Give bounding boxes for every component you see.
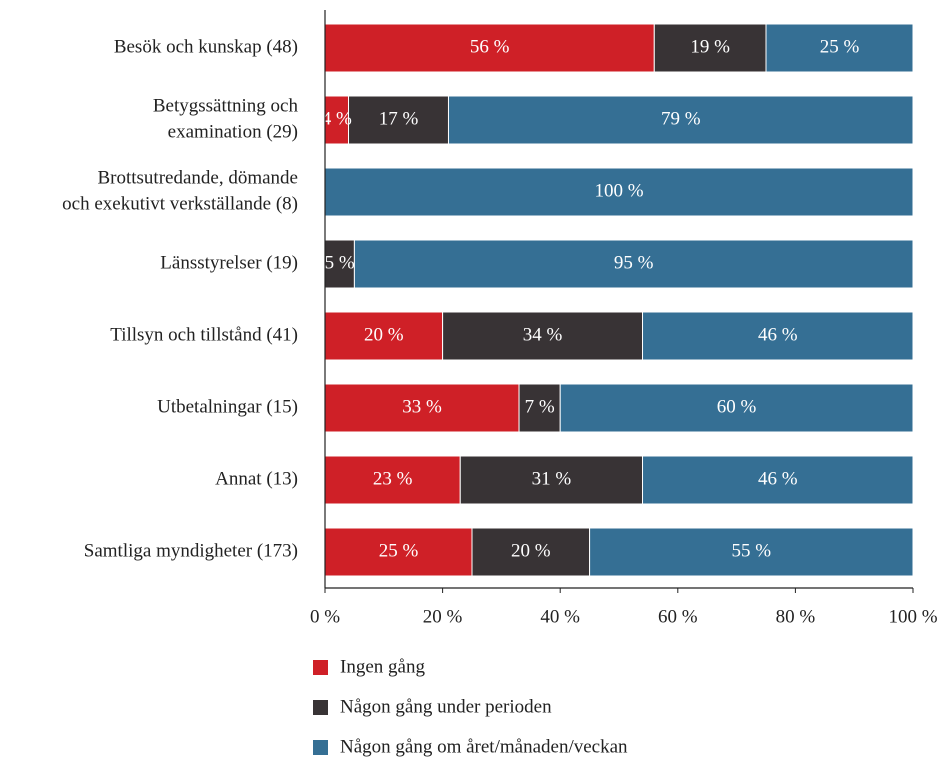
value-label: 34 % bbox=[523, 324, 563, 345]
bar-segment bbox=[324, 383, 520, 433]
category-label: Tillsyn och tillstånd (41) bbox=[110, 324, 298, 345]
value-label: 100 % bbox=[594, 180, 643, 201]
bar-segment bbox=[642, 311, 914, 361]
value-label: 25 % bbox=[820, 36, 860, 57]
value-label: 31 % bbox=[532, 468, 572, 489]
bar-segment bbox=[442, 311, 644, 361]
value-label: 23 % bbox=[373, 468, 413, 489]
x-tick-label: 20 % bbox=[423, 606, 463, 627]
category-label: Utbetalningar (15) bbox=[157, 396, 298, 417]
value-label: 33 % bbox=[402, 396, 442, 417]
bar-segment bbox=[324, 167, 914, 217]
value-label: 55 % bbox=[732, 540, 772, 561]
value-label: 46 % bbox=[758, 324, 798, 345]
value-label: 95 % bbox=[614, 252, 654, 273]
value-label: 25 % bbox=[379, 540, 419, 561]
bar-segment bbox=[471, 527, 591, 577]
category-label: Länsstyrelser (19) bbox=[160, 252, 298, 273]
value-label: 60 % bbox=[717, 396, 757, 417]
value-label: 46 % bbox=[758, 468, 798, 489]
bar-segment bbox=[324, 455, 461, 505]
bar-segment bbox=[518, 383, 561, 433]
x-tick-label: 60 % bbox=[658, 606, 698, 627]
category-label: examination (29) bbox=[168, 121, 298, 142]
bar-segment bbox=[353, 239, 914, 289]
value-label: 20 % bbox=[364, 324, 404, 345]
legend-label: Ingen gång bbox=[340, 656, 425, 677]
category-label: Annat (13) bbox=[215, 468, 298, 489]
bar-segment bbox=[348, 95, 449, 145]
value-label: 4 % bbox=[322, 108, 352, 129]
bar-segment bbox=[324, 23, 655, 73]
category-label: Betygssättning och bbox=[153, 95, 299, 116]
category-label: Samtliga myndigheter (173) bbox=[84, 540, 298, 561]
bar-segment bbox=[459, 455, 644, 505]
x-tick-label: 80 % bbox=[776, 606, 816, 627]
bar-segment bbox=[324, 527, 473, 577]
legend-label: Någon gång om året/månaden/veckan bbox=[340, 736, 628, 757]
bar-segment bbox=[559, 383, 914, 433]
legend-swatch bbox=[313, 660, 328, 675]
legend-swatch bbox=[313, 740, 328, 755]
value-label: 5 % bbox=[325, 252, 355, 273]
x-tick-label: 100 % bbox=[888, 606, 937, 627]
value-label: 17 % bbox=[379, 108, 419, 129]
bar-segment bbox=[765, 23, 914, 73]
bar-segment bbox=[589, 527, 914, 577]
value-label: 19 % bbox=[690, 36, 730, 57]
value-label: 20 % bbox=[511, 540, 551, 561]
value-label: 56 % bbox=[470, 36, 510, 57]
x-tick-label: 40 % bbox=[540, 606, 580, 627]
bar-segment bbox=[447, 95, 914, 145]
category-label: Brottsutredande, dömande bbox=[97, 167, 298, 188]
legend-label: Någon gång under perioden bbox=[340, 696, 552, 717]
bar-segment bbox=[642, 455, 914, 505]
category-label: Besök och kunskap (48) bbox=[114, 36, 298, 57]
value-label: 79 % bbox=[661, 108, 701, 129]
legend-swatch bbox=[313, 700, 328, 715]
value-label: 7 % bbox=[525, 396, 555, 417]
bar-segment bbox=[653, 23, 767, 73]
category-label: och exekutivt verkställande (8) bbox=[62, 193, 298, 214]
x-tick-label: 0 % bbox=[310, 606, 340, 627]
